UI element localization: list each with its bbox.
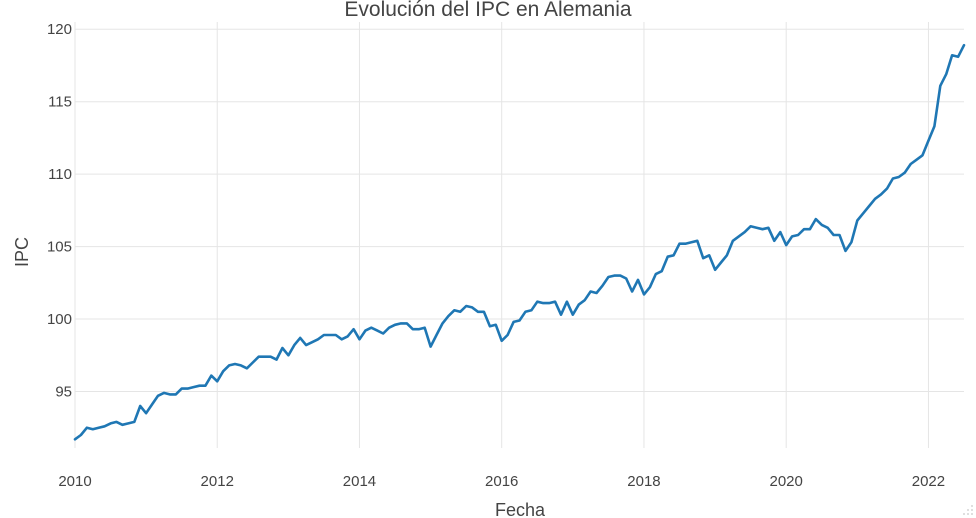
y-tick-label: 100: [47, 311, 72, 328]
chart-title: Evolución del IPC en Alemania: [344, 0, 631, 21]
x-tick-label: 2022: [912, 473, 945, 490]
y-axis-title: IPC: [12, 237, 32, 267]
ipc-series-line: [73, 43, 966, 441]
gridlines: [74, 22, 964, 448]
x-tick-label: 2016: [485, 473, 518, 490]
x-tick-label: 2014: [343, 473, 376, 490]
x-axis-title: Fecha: [495, 500, 546, 518]
y-tick-label: 110: [48, 166, 72, 183]
x-tick-label: 2012: [201, 473, 234, 490]
y-tick-label: 95: [55, 383, 72, 400]
y-tick-label: 105: [47, 239, 72, 256]
y-tick-label: 115: [48, 94, 72, 111]
x-tick-label: 2018: [627, 473, 660, 490]
x-tick-label: 2020: [770, 473, 803, 490]
x-tick-label: 2010: [58, 473, 91, 490]
series-layer: [73, 43, 966, 441]
tick-labels: 95 100 105 110 115 120 2010 2012 2014 2016 2018 202…: [47, 21, 945, 490]
resize-handle-icon[interactable]: [963, 505, 973, 515]
y-tick-label: 120: [47, 21, 72, 38]
